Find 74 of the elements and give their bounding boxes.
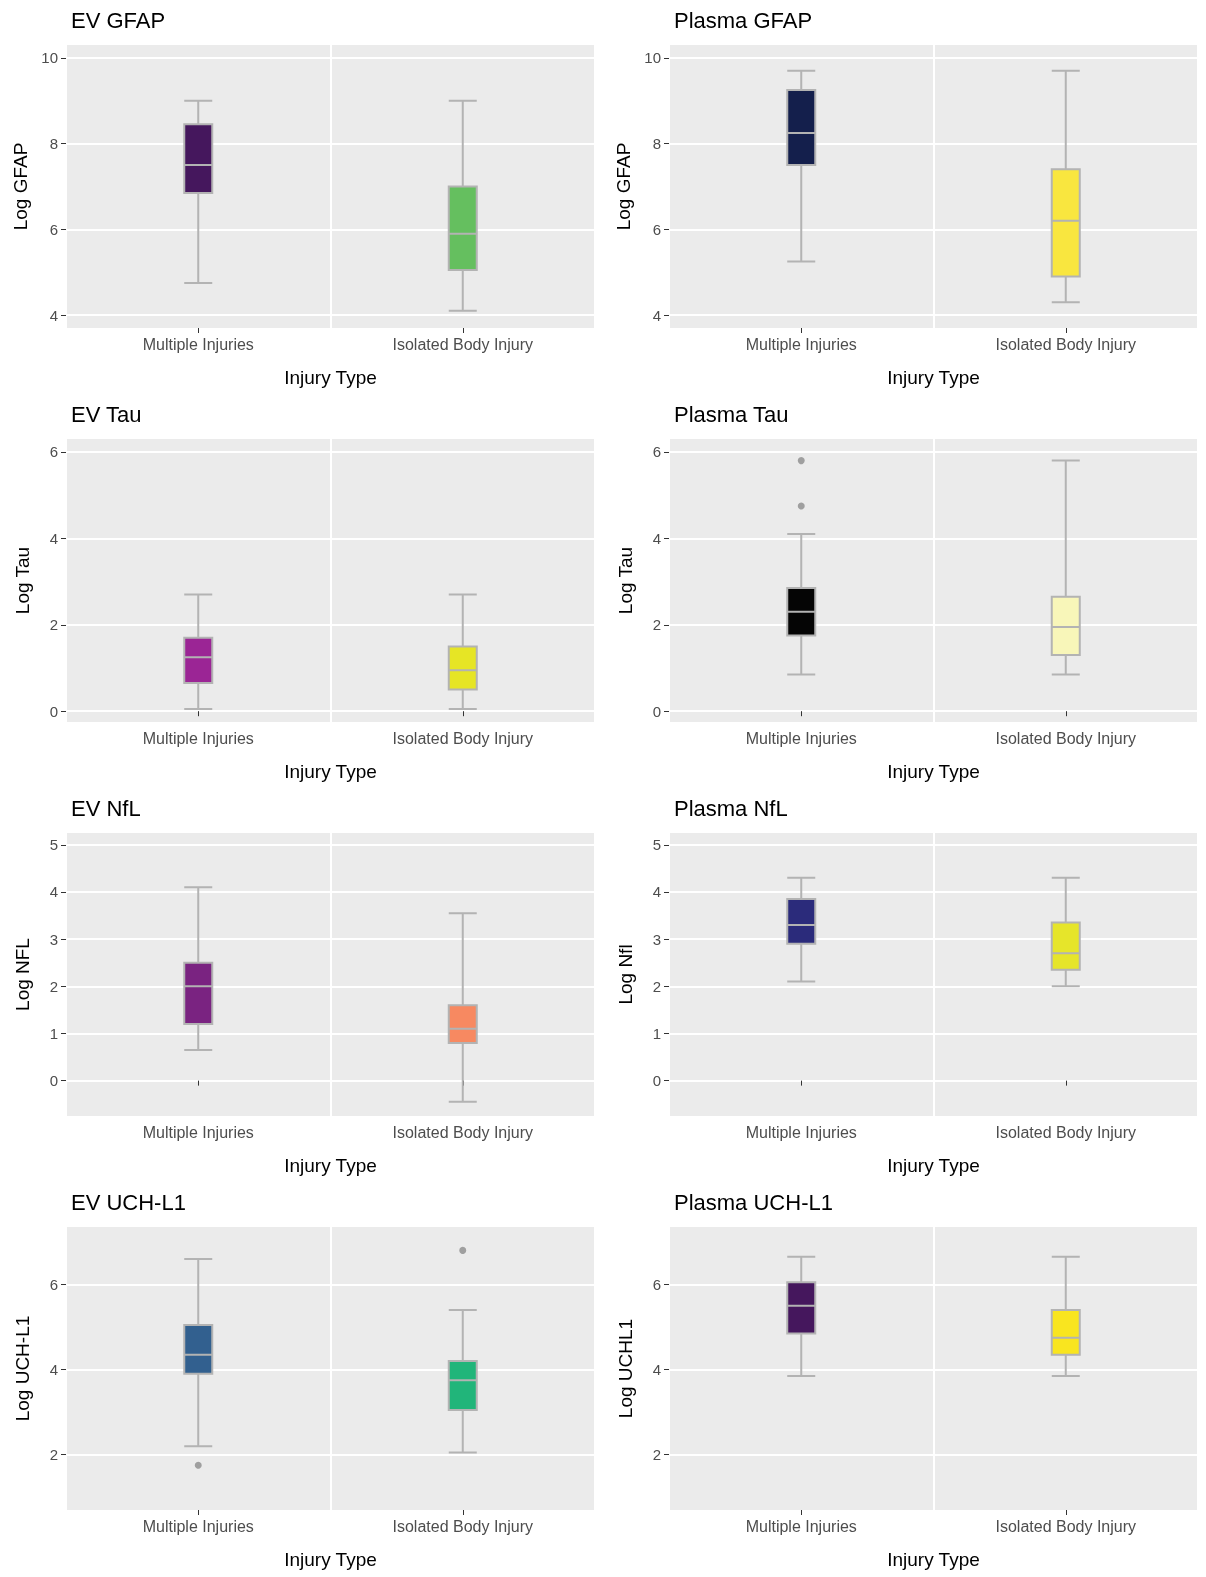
x-tick-label: Isolated Body Injury [995,729,1137,747]
x-tick-label: Multiple Injuries [745,1517,857,1535]
y-tick-label: 10 [41,49,58,67]
y-tick-label: 4 [49,306,58,324]
y-tick-label: 0 [49,1072,58,1090]
chart-title: Plasma NfL [674,795,788,821]
chart-title: EV NfL [71,795,141,821]
y-tick-label: 6 [652,1275,661,1293]
y-tick-label: 2 [49,616,58,634]
x-tick-label: Multiple Injuries [745,335,857,353]
y-tick-label: 4 [652,1361,661,1379]
y-axis-title: Log Tau [615,546,636,615]
y-tick-label: 2 [49,1446,58,1464]
y-tick-label: 4 [49,883,58,901]
y-tick-label: 0 [49,702,58,720]
x-tick-label: Isolated Body Injury [392,1517,534,1535]
y-axis-title: Log GFAP [613,142,635,231]
y-axis-title: Log GFAP [10,142,32,231]
chart-title: Plasma UCH-L1 [674,1189,833,1215]
y-tick-label: 3 [49,930,58,948]
y-tick-label: 2 [49,977,58,995]
y-tick-label: 0 [652,1072,661,1090]
x-axis-title: Injury Type [887,1549,980,1570]
y-tick-label: 4 [652,883,661,901]
x-tick-label: Multiple Injuries [745,1123,857,1141]
x-axis-title: Injury Type [887,367,980,388]
x-tick-label: Multiple Injuries [142,1517,254,1535]
x-axis-title: Injury Type [887,1155,980,1176]
y-tick-label: 3 [652,930,661,948]
y-tick-label: 2 [652,616,661,634]
y-tick-label: 1 [49,1024,58,1042]
x-axis-title: Injury Type [284,367,377,388]
x-axis-title: Injury Type [284,761,377,782]
y-tick-label: 4 [49,1361,58,1379]
y-axis-title: Log UCHL1 [615,1318,636,1419]
y-tick-label: 1 [652,1024,661,1042]
chart-title: Plasma GFAP [674,7,813,33]
y-tick-label: 4 [652,306,661,324]
y-tick-label: 6 [49,1275,58,1293]
y-tick-label: 8 [49,135,58,153]
x-tick-label: Isolated Body Injury [392,729,534,747]
x-tick-label: Isolated Body Injury [392,1123,534,1141]
chart-title: EV UCH-L1 [71,1189,186,1215]
y-axis-title: Log NFL [12,938,33,1011]
y-tick-label: 6 [652,443,661,461]
x-axis-title: Injury Type [284,1155,377,1176]
x-tick-label: Isolated Body Injury [392,335,534,353]
y-tick-label: 6 [49,443,58,461]
y-axis-title: Log UCH-L1 [12,1315,33,1422]
x-tick-label: Multiple Injuries [142,729,254,747]
y-tick-label: 8 [652,135,661,153]
y-tick-label: 4 [652,529,661,547]
x-tick-label: Isolated Body Injury [995,1123,1137,1141]
y-tick-label: 6 [652,220,661,238]
chart-title: EV GFAP [71,7,166,33]
x-tick-label: Multiple Injuries [745,729,857,747]
y-tick-label: 10 [644,49,661,67]
y-tick-label: 6 [49,220,58,238]
y-tick-label: 5 [652,836,661,854]
y-axis-title: Log Tau [12,546,33,615]
chart-title: Plasma Tau [674,401,789,427]
y-axis-title: Log Nfl [615,944,636,1005]
y-tick-label: 2 [652,1446,661,1464]
x-tick-label: Isolated Body Injury [995,335,1137,353]
chart-title: EV Tau [71,401,142,427]
y-tick-label: 2 [652,977,661,995]
x-tick-label: Isolated Body Injury [995,1517,1137,1535]
x-axis-title: Injury Type [887,761,980,782]
x-tick-label: Multiple Injuries [142,1123,254,1141]
x-axis-title: Injury Type [284,1549,377,1570]
y-tick-label: 4 [49,529,58,547]
x-tick-label: Multiple Injuries [142,335,254,353]
y-tick-label: 5 [49,836,58,854]
y-tick-label: 0 [652,702,661,720]
